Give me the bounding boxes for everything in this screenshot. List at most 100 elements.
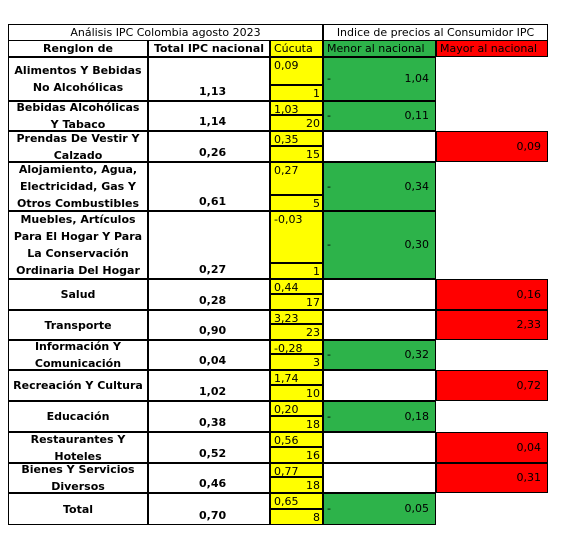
cucuta-rank: 1 [270,85,323,101]
row-name: Restaurantes Y Hoteles [8,432,148,463]
row-total: 0,38 [148,401,270,432]
row-name: Alimentos Y Bebidas No Alcohólicas [8,57,148,101]
row-name: Transporte [8,310,148,340]
menor-value: 1,04 [404,72,430,85]
mayor-value: 0,04 [436,432,548,463]
menor-cell [323,370,436,401]
cucuta-value: 0,20 [270,401,323,416]
row-name: Total [8,493,148,525]
title-right: Indice de precios al Consumidor IPC [323,24,548,41]
cucuta-value: 1,03 [270,101,323,115]
menor-cell: - 0,18 [323,401,436,432]
mayor-value: 0,72 [436,370,548,401]
marker: - [327,238,331,251]
cucuta-rank: 15 [270,146,323,162]
cucuta-value: 1,74 [270,370,323,385]
row-total: 1,02 [148,370,270,401]
cucuta-value: 0,77 [270,463,323,477]
mayor-value: 0,09 [436,131,548,162]
column-header: Mayor al nacional [436,40,548,57]
mayor-cell [436,211,548,279]
cucuta-rank: 10 [270,385,323,401]
menor-cell: - 0,30 [323,211,436,279]
row-name: Información Y Comunicación [8,340,148,370]
column-header: Cúcuta [270,40,323,57]
cucuta-rank: 8 [270,509,323,525]
cucuta-rank: 20 [270,115,323,131]
row-total: 0,28 [148,279,270,310]
menor-cell [323,463,436,493]
row-name: Prendas De Vestir Y Calzado [8,131,148,162]
row-total: 0,04 [148,340,270,370]
menor-value: 0,05 [404,502,430,515]
row-total: 0,52 [148,432,270,463]
row-total: 0,61 [148,162,270,211]
cucuta-rank: 23 [270,324,323,340]
cucuta-value: -0,28 [270,340,323,354]
menor-cell: - 0,32 [323,340,436,370]
menor-value: 0,34 [404,179,430,193]
mayor-value: 0,16 [436,279,548,310]
row-name: Bienes Y Servicios Diversos [8,463,148,493]
cucuta-value: -0,03 [270,211,323,263]
cucuta-value: 0,56 [270,432,323,447]
mayor-cell [436,162,548,211]
row-name: Educación [8,401,148,432]
cucuta-rank: 1 [270,263,323,279]
row-total: 0,26 [148,131,270,162]
marker: - [327,502,331,515]
row-name: Recreación Y Cultura [8,370,148,401]
mayor-cell [436,57,548,101]
row-total: 1,14 [148,101,270,131]
mayor-cell [436,401,548,432]
menor-cell: - 0,11 [323,101,436,131]
mayor-cell [436,340,548,370]
marker: - [327,179,331,193]
cucuta-value: 0,65 [270,493,323,509]
menor-cell: - 0,05 [323,493,436,525]
cucuta-value: 3,23 [270,310,323,324]
menor-cell: - 0,34 [323,162,436,211]
cucuta-rank: 16 [270,447,323,463]
row-name: Bebidas Alcohólicas Y Tabaco [8,101,148,131]
cucuta-rank: 18 [270,416,323,432]
cucuta-value: 0,27 [270,162,323,195]
menor-cell [323,131,436,162]
cucuta-value: 0,09 [270,57,323,85]
row-name: Salud [8,279,148,310]
marker: - [327,348,331,361]
cucuta-rank: 18 [270,477,323,493]
row-total: 0,90 [148,310,270,340]
menor-cell: - 1,04 [323,57,436,101]
row-total: 1,13 [148,57,270,101]
row-total: 0,27 [148,211,270,279]
menor-value: 0,30 [404,238,430,251]
mayor-value: 0,31 [436,463,548,493]
marker: - [327,109,331,122]
row-name: Muebles, Artículos Para El Hogar Y Para … [8,211,148,279]
menor-cell [323,310,436,340]
column-header: Menor al nacional [323,40,436,57]
menor-value: 0,18 [404,409,430,423]
cucuta-rank: 17 [270,294,323,310]
marker: - [327,72,331,85]
row-total: 0,46 [148,463,270,493]
column-header: Total IPC nacional [148,40,270,57]
cucuta-rank: 3 [270,354,323,370]
cucuta-rank: 5 [270,195,323,211]
mayor-value: 2,33 [436,310,548,340]
mayor-cell [436,493,548,525]
title-left: Análisis IPC Colombia agosto 2023 [8,24,323,41]
marker: - [327,409,331,423]
cucuta-value: 0,35 [270,131,323,146]
mayor-cell [436,101,548,131]
row-total: 0,70 [148,493,270,525]
menor-value: 0,11 [404,109,430,122]
menor-value: 0,32 [404,348,430,361]
column-header: Renglon de [8,40,148,57]
menor-cell [323,432,436,463]
cucuta-value: 0,44 [270,279,323,294]
row-name: Alojamiento, Agua, Electricidad, Gas Y O… [8,162,148,211]
menor-cell [323,279,436,310]
